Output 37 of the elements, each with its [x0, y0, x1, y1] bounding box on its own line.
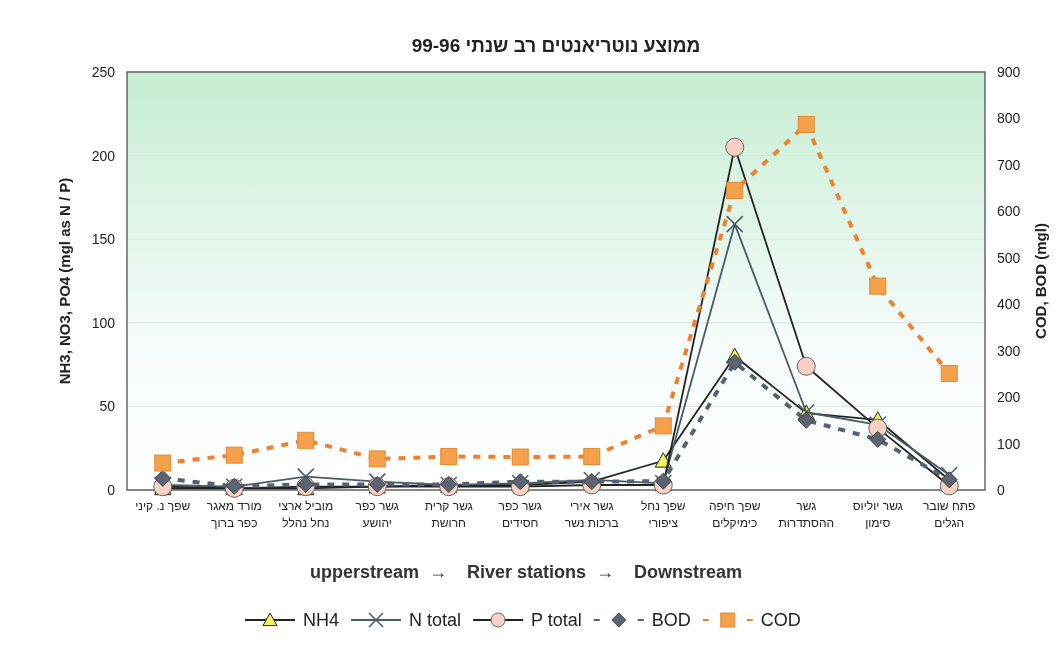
y2-tick-label: 200 — [997, 389, 1021, 406]
x-tick-label: שפך נ. קיני — [135, 499, 191, 513]
x-tick-label: גשר כפר חסידים — [498, 499, 542, 530]
legend-label: NH4 — [303, 610, 340, 630]
y2-axis-title: COD, BOD (mgl) — [1032, 223, 1049, 339]
x-tick-label: גשר ההסתדרות — [778, 499, 835, 530]
y2-tick-label: 500 — [997, 249, 1021, 266]
legend-label: P total — [531, 610, 582, 630]
y2-tick-label: 300 — [997, 342, 1021, 359]
y2-tick-label: 0 — [997, 482, 1005, 498]
y-tick-label: 200 — [91, 147, 116, 164]
y-tick-label: 0 — [107, 482, 116, 498]
y-tick-label: 50 — [99, 398, 116, 415]
y2-tick-label: 100 — [997, 435, 1021, 452]
x-tick-label: מורד מאגר כפר ברוך — [206, 499, 262, 530]
x-tick-label: גשר אירי ברכות נשר — [564, 499, 619, 530]
y-tick-label: 150 — [91, 231, 116, 248]
text: upperstream → River stations → Downstream — [309, 562, 743, 582]
y-tick-label: 100 — [91, 314, 116, 331]
x-tick-label: שפך חיפה כימיקלים — [708, 499, 761, 530]
y-axis-title: NH3, NO3, PO4 (mgl as N / P) — [56, 177, 73, 385]
x-tick-label: גשר כפר יהושע — [355, 499, 399, 530]
y2-tick-label: 600 — [997, 203, 1021, 220]
legend-label: COD — [760, 610, 801, 630]
y-tick-label: 250 — [91, 64, 116, 80]
y2-tick-label: 700 — [997, 156, 1021, 173]
x-tick-label: מוביל ארצי נחל נהלל — [278, 499, 334, 530]
legend-label: BOD — [651, 610, 691, 630]
y2-tick-label: 900 — [997, 64, 1021, 80]
legend-label: N total — [409, 610, 462, 630]
x-tick-label: גשר קרית חרושת — [424, 499, 473, 530]
y2-tick-label: 400 — [997, 296, 1021, 313]
x-tick-label: פתח שובר הגלים — [923, 499, 976, 530]
chart-title: ממוצע נוטריאנטים רב שנתי 99-96 — [411, 35, 701, 56]
y2-tick-label: 800 — [997, 110, 1021, 127]
x-tick-label: גשר יוליוס סימון — [852, 499, 903, 530]
x-tick-label: שפך נחל ציפורי — [640, 499, 686, 530]
